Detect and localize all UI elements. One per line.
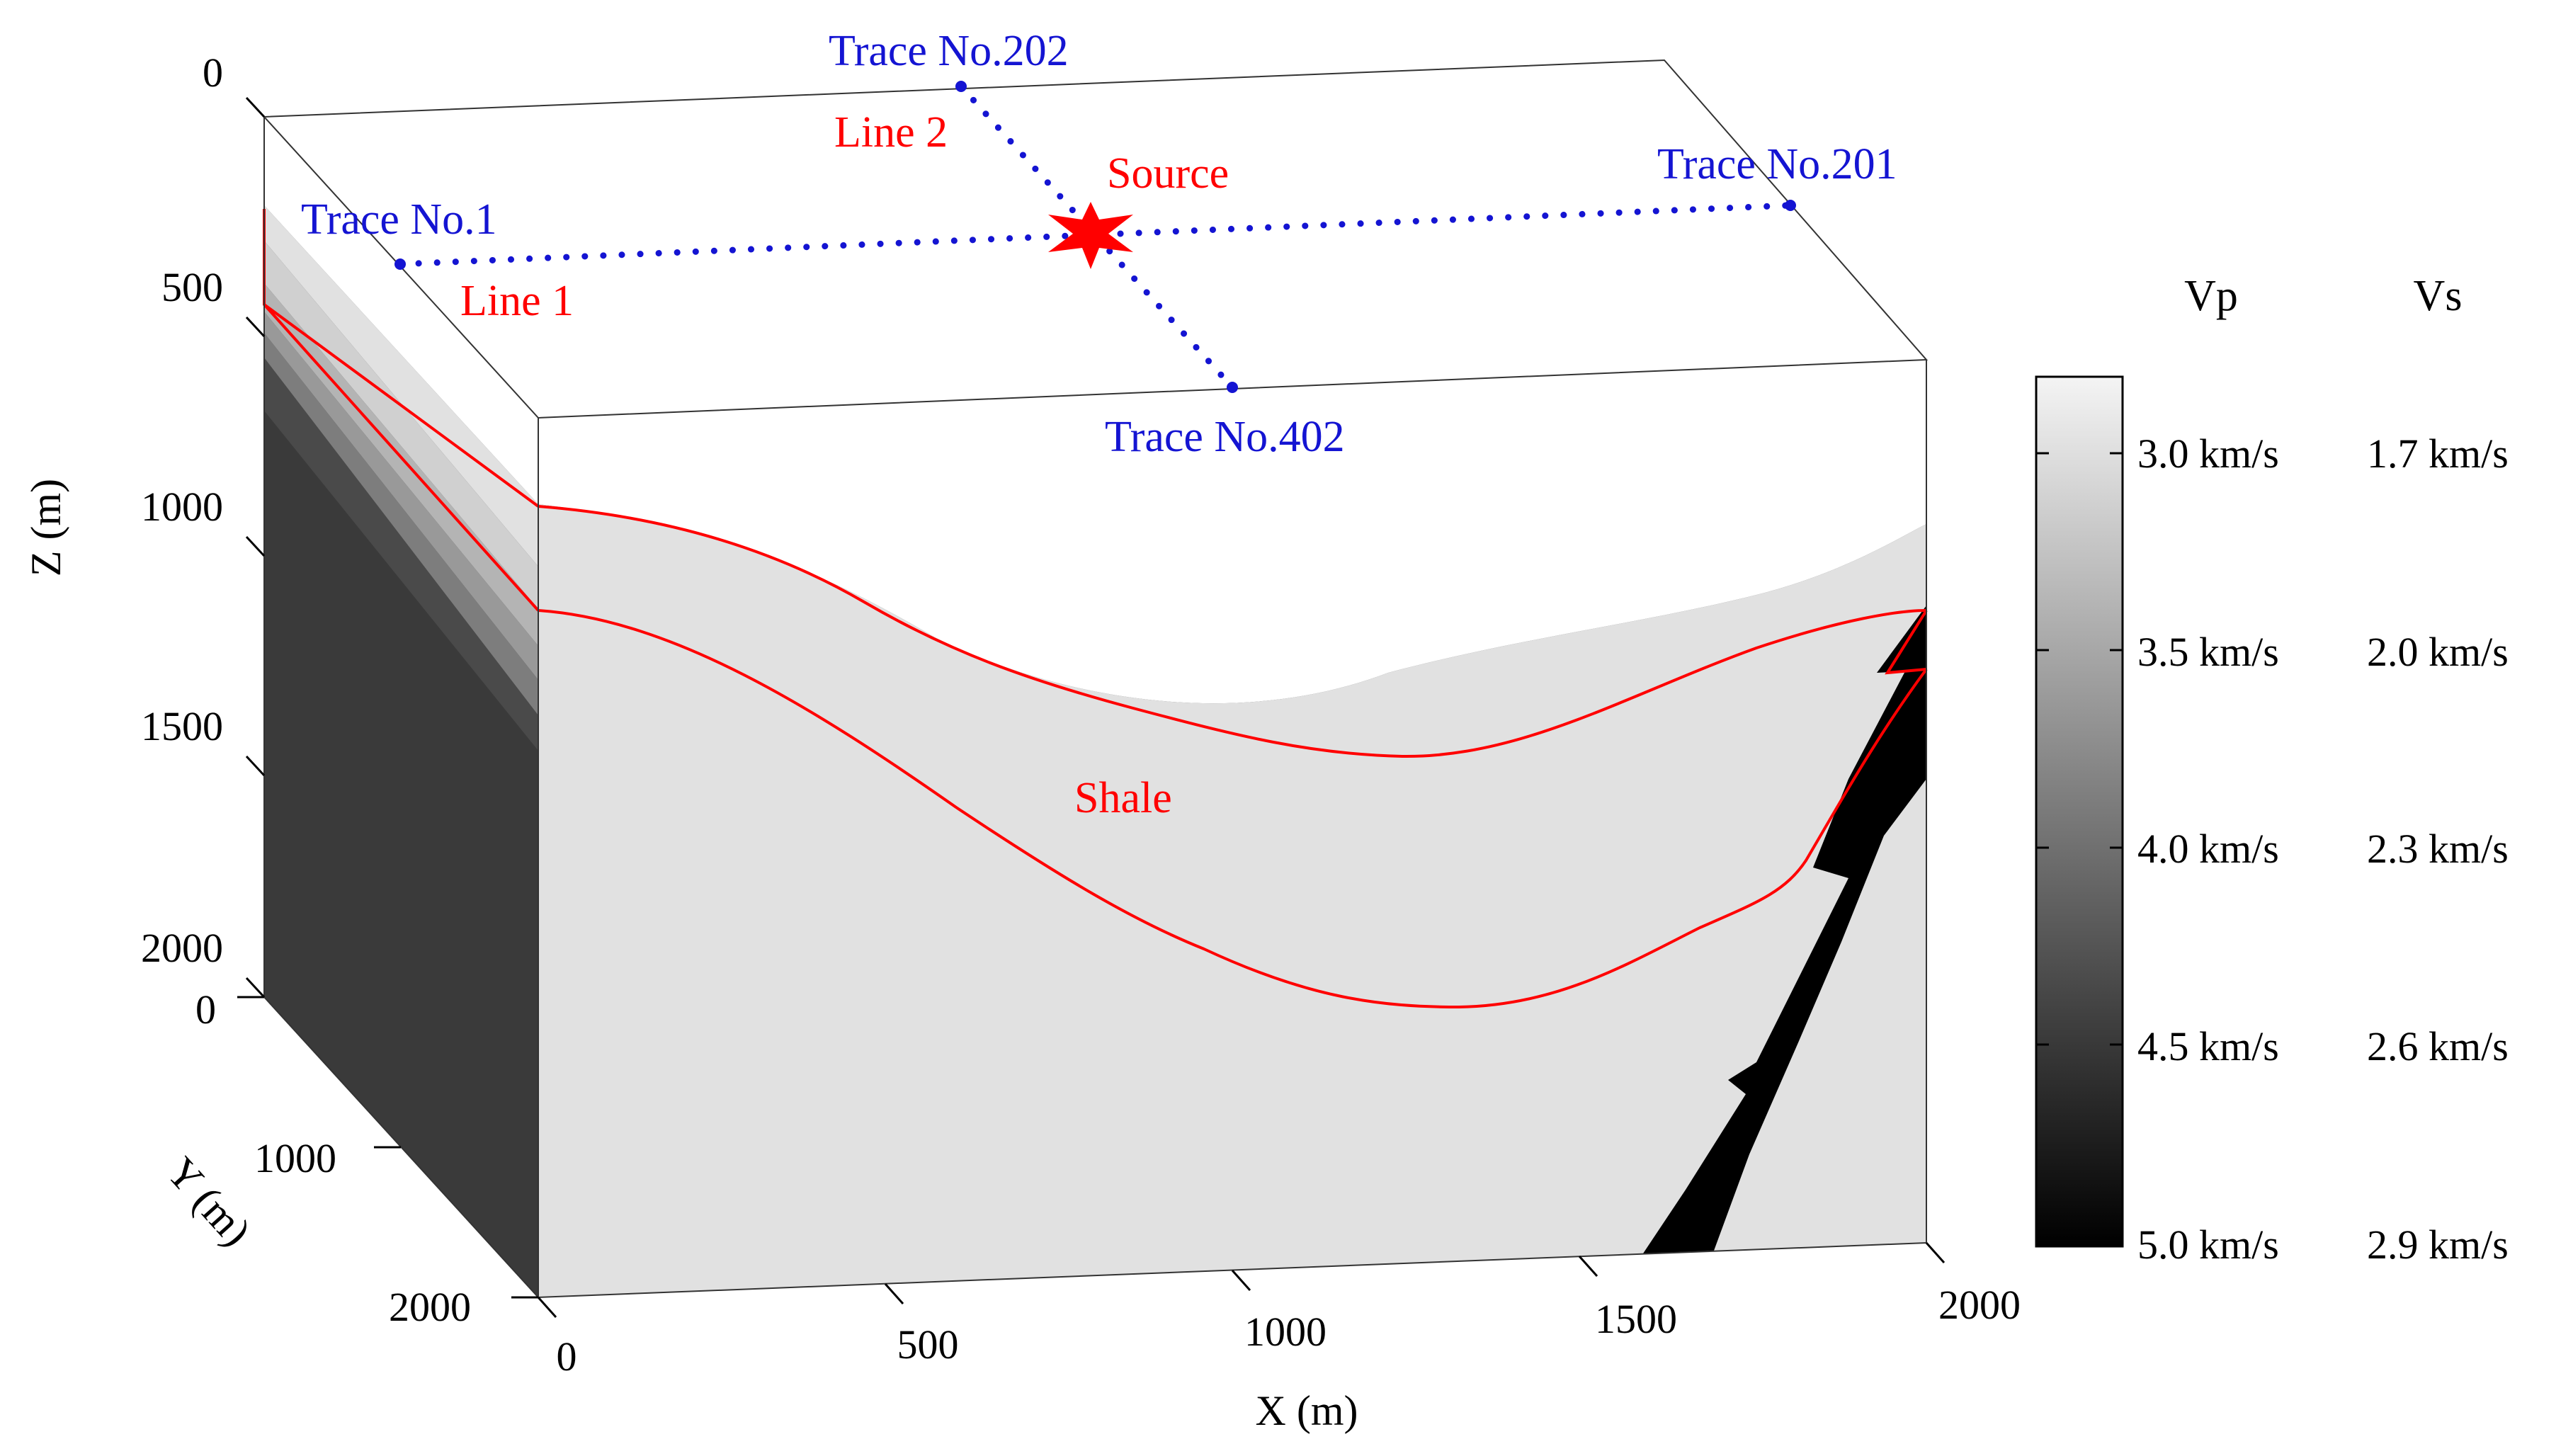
z-tick-0 [245,96,266,118]
vs-tick-label-3: 2.6 km/s [2367,1023,2509,1069]
trace-402-marker [1227,382,1238,393]
z-tick-1500 [245,755,266,777]
front-face-air [538,360,1926,704]
left-face-air [264,117,538,504]
trace-1-marker [394,258,406,270]
colorbar: Vp Vs 3.0 km/s 3.5 km/s 4.0 km/s 4.5 km/… [2035,272,2509,1268]
shale-boundaries [263,209,1928,1009]
left-layer-1 [264,205,538,567]
left-layer-2 [264,241,538,609]
source-star-icon [1048,202,1133,269]
left-layer-3 [264,283,538,646]
shale-fault-edge [1885,609,1928,675]
vs-tick-label-4: 2.9 km/s [2367,1222,2509,1268]
x-tick-1500 [1578,1256,1598,1277]
x-tick-0 [537,1297,557,1318]
trace-201-marker [1785,200,1796,211]
vs-tick-label-0: 1.7 km/s [2367,431,2509,477]
x-tick-1000 [1231,1270,1251,1291]
vs-header: Vs [2414,272,2463,320]
y-tick-label-1000: 1000 [254,1135,336,1181]
trace-1-label: Trace No.1 [301,195,497,244]
shale-label: Shale [1074,774,1172,822]
z-tick-label-1000: 1000 [141,484,223,530]
vs-tick-label-2: 2.3 km/s [2367,826,2509,872]
left-layer-6 [264,358,538,751]
vp-header: Vp [2184,272,2238,320]
source-label: Source [1107,149,1229,198]
z-tick-label-500: 500 [161,264,223,310]
z-tick-500 [245,316,266,338]
y-axis-label: Y (m) [158,1148,261,1254]
x-tick-label-500: 500 [897,1321,959,1367]
x-tick-2000 [1925,1242,1946,1263]
trace-201-label: Trace No.201 [1657,140,1897,188]
z-tick-label-1500: 1500 [141,703,223,749]
edge-bottom-left [263,996,539,1298]
trace-202-marker [955,81,967,92]
front-layer-1 [538,504,1926,1297]
vp-tick-label-1: 3.5 km/s [2137,629,2279,675]
shale-bottom-front [538,609,1928,1009]
survey-lines [394,81,1796,393]
line-1-label: Line 1 [460,277,574,325]
vp-tick-label-3: 4.5 km/s [2137,1023,2279,1069]
vp-tick-label-0: 3.0 km/s [2137,431,2279,477]
vp-tick-label-4: 5.0 km/s [2137,1222,2279,1268]
x-tick-label-0: 0 [557,1333,577,1380]
z-tick-1000 [245,535,266,557]
z-tick-label-2000: 2000 [141,925,223,971]
x-axis: 0 500 1000 1500 2000 X (m) [537,1242,2021,1434]
x-tick-label-1500: 1500 [1595,1296,1677,1342]
z-axis-label: Z (m) [23,479,69,576]
line-2-label: Line 2 [834,108,948,157]
x-tick-label-2000: 2000 [1938,1282,2021,1328]
z-tick-label-0: 0 [203,50,223,96]
z-axis: 0 500 1000 1500 2000 Z (m) [23,50,266,999]
x-tick-500 [884,1283,904,1304]
fault-block [1643,605,1926,1253]
z-tick-2000 [245,977,266,999]
x-tick-label-1000: 1000 [1244,1309,1327,1355]
shale-top-front [538,505,1927,758]
left-layer-4 [264,312,538,680]
colorbar-gradient [2035,375,2124,1248]
vs-tick-label-1: 2.0 km/s [2367,629,2509,675]
annotations: Trace No.1 Trace No.202 Trace No.201 Tra… [301,27,1897,822]
trace-202-label: Trace No.202 [829,27,1069,75]
edge-bottom-front [538,1242,1927,1298]
trace-402-label: Trace No.402 [1105,413,1345,461]
left-layer-5 [264,333,538,715]
front-face [538,360,1926,1297]
shale-bottom-left [263,303,540,612]
box-edges [262,59,1929,1298]
y-tick-label-0: 0 [195,986,216,1033]
x-axis-label: X (m) [1256,1387,1358,1434]
vp-tick-label-2: 4.0 km/s [2137,826,2279,872]
y-tick-label-2000: 2000 [389,1284,471,1330]
